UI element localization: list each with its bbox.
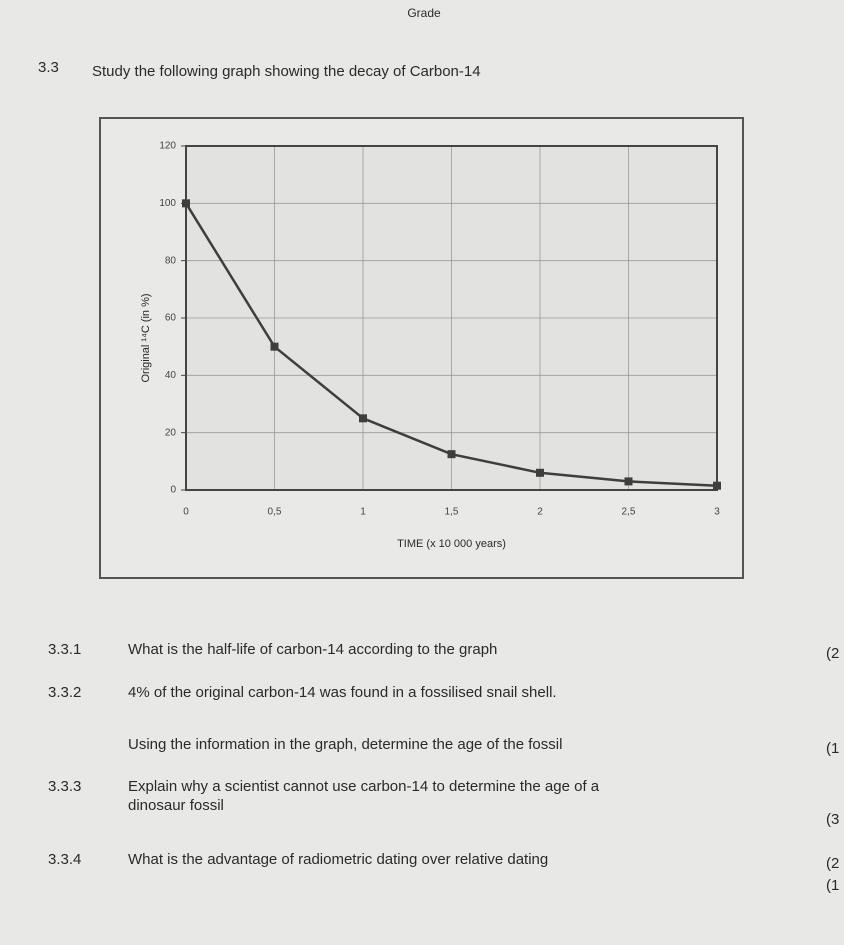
data-point bbox=[624, 477, 633, 486]
x-tick-label: 2 bbox=[537, 507, 543, 518]
mark-allocation: (2 bbox=[826, 645, 839, 662]
y-tick-label: 60 bbox=[165, 313, 177, 324]
x-tick-label: 0 bbox=[183, 507, 189, 518]
data-point bbox=[713, 481, 721, 490]
mark-allocation: (1 bbox=[826, 877, 839, 894]
subquestion-text: 4% of the original carbon-14 was found i… bbox=[128, 684, 557, 701]
y-tick-label: 20 bbox=[165, 427, 177, 438]
subquestion-number: 3.3.4 bbox=[48, 851, 81, 868]
y-tick-label: 120 bbox=[159, 141, 176, 152]
y-axis-label: Original ¹⁴C (in %) bbox=[140, 293, 152, 382]
mark-allocation: (1 bbox=[826, 740, 839, 757]
question-text: Study the following graph showing the de… bbox=[92, 63, 481, 80]
data-point bbox=[536, 468, 544, 477]
data-point bbox=[447, 450, 456, 459]
subquestion-number: 3.3.2 bbox=[48, 684, 81, 701]
mark-allocation: (2 bbox=[826, 855, 839, 872]
x-tick-label: 1 bbox=[360, 507, 366, 518]
y-tick-label: 40 bbox=[165, 370, 177, 381]
data-point bbox=[359, 414, 367, 423]
subquestion-number: 3.3.3 bbox=[48, 778, 81, 795]
question-number: 3.3 bbox=[38, 59, 59, 76]
plot-border bbox=[185, 145, 718, 491]
y-tick-label: 100 bbox=[159, 198, 176, 209]
x-tick-label: 3 bbox=[714, 507, 720, 518]
grade: Grade bbox=[407, 6, 441, 20]
subquestion-text: Explain why a scientist cannot use carbo… bbox=[128, 778, 600, 795]
subquestion-text: Using the information in the graph, dete… bbox=[128, 736, 562, 753]
mark-allocation: (3 bbox=[826, 811, 839, 828]
subquestion-number: 3.3.1 bbox=[48, 641, 81, 658]
x-tick-label: 1,5 bbox=[445, 507, 459, 518]
data-point bbox=[182, 199, 190, 208]
subquestion-text: What is the advantage of radiometric dat… bbox=[128, 851, 548, 868]
data-point bbox=[270, 342, 279, 351]
y-tick-label: 0 bbox=[170, 485, 176, 496]
x-tick-label: 2,5 bbox=[622, 507, 636, 518]
x-tick-label: 0,5 bbox=[268, 507, 282, 518]
y-tick-label: 80 bbox=[165, 255, 177, 266]
subquestion-text: What is the half-life of carbon-14 accor… bbox=[128, 641, 497, 658]
x-axis-label: TIME (x 10 000 years) bbox=[397, 538, 506, 550]
subquestion-text: dinosaur fossil bbox=[128, 797, 224, 814]
